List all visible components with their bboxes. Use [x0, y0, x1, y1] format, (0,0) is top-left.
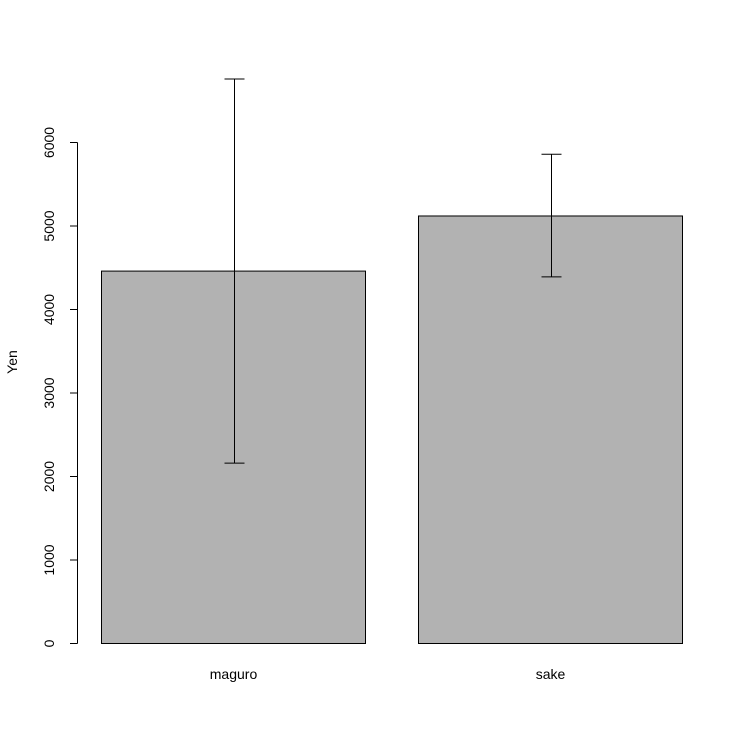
y-tick-label: 4000	[41, 294, 57, 325]
y-tick-label: 2000	[41, 461, 57, 492]
y-tick-label: 1000	[41, 544, 57, 575]
x-tick-label: maguro	[210, 666, 258, 682]
error-bars	[224, 78, 562, 464]
y-axis-title: Yen	[4, 350, 20, 374]
bar-maguro	[101, 270, 366, 644]
bars	[101, 215, 683, 644]
x-axis-labels: maguro sake	[210, 666, 566, 682]
y-tick-label: 3000	[41, 377, 57, 408]
bar-sake	[418, 215, 683, 644]
x-tick-label: sake	[536, 666, 566, 682]
y-tick-label: 5000	[41, 210, 57, 241]
y-tick-label: 0	[41, 639, 57, 647]
y-tick-label: 6000	[41, 127, 57, 158]
y-axis: 0 1000 2000 3000 4000 5000 6000	[41, 127, 78, 647]
